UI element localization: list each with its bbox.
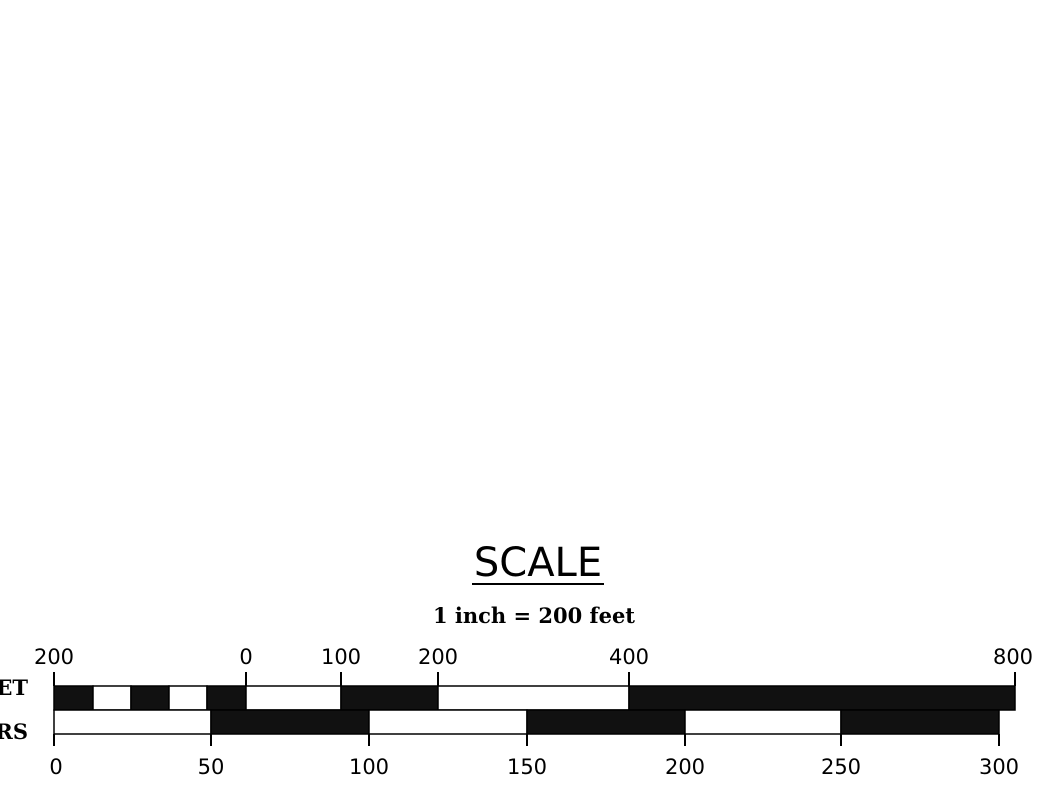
feet-segment (130, 685, 170, 711)
scale-subtitle: 1 inch = 200 feet (433, 603, 635, 628)
meters-tick-label: 250 (821, 755, 861, 779)
feet-tick-label: 800 (993, 645, 1033, 669)
meters-tick-label: 50 (198, 755, 225, 779)
feet-segment (168, 685, 208, 711)
feet-segment (628, 685, 1016, 711)
feet-segment (206, 685, 247, 711)
meters-row-label: METERS (0, 719, 28, 744)
meters-scale-bar (53, 709, 1000, 735)
meters-segment (526, 709, 686, 735)
feet-tick-labels: 200 0 100 200 400 800 (34, 645, 1033, 669)
meters-segment (684, 709, 842, 735)
meters-tick-labels: 0 50 100 150 200 250 300 (49, 755, 1019, 779)
meters-segment (368, 709, 528, 735)
tick-marks (53, 672, 1016, 746)
feet-row-label: FEET (0, 675, 28, 700)
meters-tick-label: 300 (979, 755, 1019, 779)
feet-tick-label: 200 (34, 645, 74, 669)
feet-segment (53, 685, 94, 711)
meters-tick-label: 200 (665, 755, 705, 779)
scale-title: SCALE (474, 540, 602, 586)
feet-segment (340, 685, 439, 711)
feet-segment (92, 685, 132, 711)
feet-segment (437, 685, 630, 711)
feet-scale-bar (53, 685, 1016, 711)
meters-segment (840, 709, 1000, 735)
meters-tick-label: 150 (507, 755, 547, 779)
meters-tick-label: 100 (349, 755, 389, 779)
meters-segment (53, 709, 212, 735)
meters-tick-label: 0 (49, 755, 62, 779)
meters-segment (210, 709, 370, 735)
feet-tick-label: 0 (239, 645, 252, 669)
feet-tick-label: 200 (418, 645, 458, 669)
feet-tick-label: 100 (321, 645, 361, 669)
feet-segment (245, 685, 342, 711)
feet-tick-label: 400 (609, 645, 649, 669)
